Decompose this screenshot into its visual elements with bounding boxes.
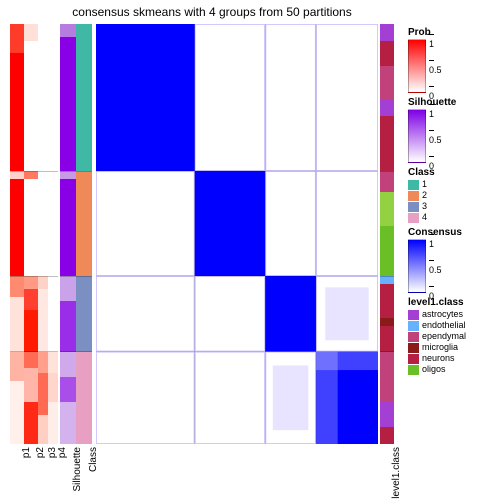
xlabel-level1-class: level1.class bbox=[391, 447, 402, 499]
legend-item: ependymal bbox=[408, 331, 502, 342]
anno-col-p4 bbox=[48, 24, 58, 444]
legend-item: astrocytes bbox=[408, 309, 502, 320]
legend-sil-bar bbox=[408, 109, 426, 163]
legend-cons-bar bbox=[408, 239, 426, 293]
xlabel-p4: p4 bbox=[57, 447, 68, 458]
consensus-heatmap bbox=[96, 24, 378, 444]
legend-level1-title: level1.class bbox=[408, 297, 502, 308]
legend-cons-title: Consensus bbox=[408, 227, 502, 238]
legend-cons: 010.5 bbox=[408, 239, 502, 293]
legend-prob-title: Prob bbox=[408, 27, 502, 38]
legend-prob: 010.5 bbox=[408, 39, 502, 93]
xlabel-Class: Class bbox=[88, 447, 99, 472]
anno-col-class bbox=[76, 24, 92, 444]
anno-col-p2 bbox=[24, 24, 38, 444]
plot-area bbox=[10, 24, 394, 444]
legend-level1-items: astrocytesendothelialependymalmicroglian… bbox=[408, 309, 502, 375]
legend: Prob 010.5 Silhouette 010.5 Class 1234 C… bbox=[408, 24, 502, 379]
legend-item: 2 bbox=[408, 190, 502, 201]
legend-prob-bar bbox=[408, 39, 426, 93]
legend-item: oligos bbox=[408, 364, 502, 375]
anno-col-p1 bbox=[10, 24, 24, 444]
legend-item: 3 bbox=[408, 201, 502, 212]
xlabel-p1: p1 bbox=[21, 447, 32, 458]
anno-col-silhouette bbox=[60, 24, 76, 444]
legend-class-title: Class bbox=[408, 167, 502, 178]
legend-sil-title: Silhouette bbox=[408, 97, 502, 108]
legend-item: 4 bbox=[408, 212, 502, 223]
legend-item: 1 bbox=[408, 179, 502, 190]
legend-item: microglia bbox=[408, 342, 502, 353]
anno-col-level1 bbox=[380, 24, 394, 444]
legend-item: endothelial bbox=[408, 320, 502, 331]
xlabel-p2: p2 bbox=[35, 447, 46, 458]
anno-col-p3 bbox=[38, 24, 48, 444]
legend-class-items: 1234 bbox=[408, 179, 502, 223]
legend-sil: 010.5 bbox=[408, 109, 502, 163]
page-title: consensus skmeans with 4 groups from 50 … bbox=[0, 5, 424, 19]
legend-item: neurons bbox=[408, 353, 502, 364]
xlabel-Silhouette: Silhouette bbox=[72, 447, 83, 491]
